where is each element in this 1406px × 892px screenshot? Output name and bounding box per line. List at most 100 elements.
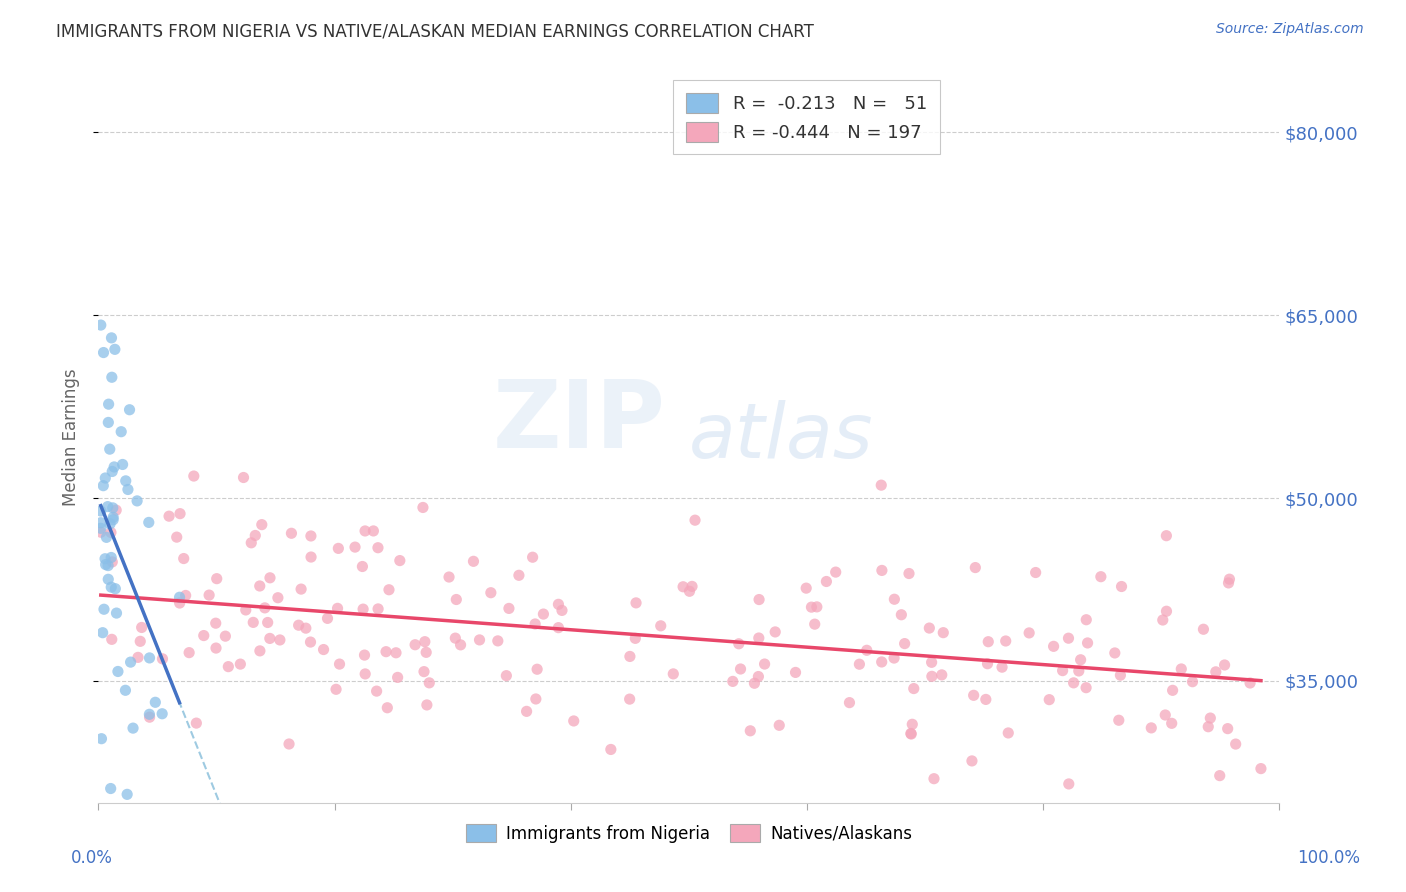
Point: [416, 698, 439, 712]
Point: [748, 631, 770, 645]
Point: [111, 811, 134, 825]
Point: [838, 696, 860, 710]
Point: [921, 669, 943, 683]
Point: [893, 637, 915, 651]
Point: [624, 632, 647, 646]
Point: [367, 541, 389, 555]
Point: [129, 634, 152, 648]
Point: [855, 643, 877, 657]
Point: [1140, 721, 1163, 735]
Point: [508, 568, 530, 582]
Point: [259, 571, 281, 585]
Point: [205, 572, 228, 586]
Point: [143, 695, 166, 709]
Point: [354, 524, 377, 538]
Point: [120, 655, 142, 669]
Point: [97, 397, 120, 411]
Point: [105, 503, 128, 517]
Point: [157, 509, 180, 524]
Point: [326, 601, 349, 615]
Point: [479, 585, 502, 599]
Point: [240, 536, 263, 550]
Point: [98, 442, 121, 457]
Point: [468, 632, 491, 647]
Point: [404, 638, 426, 652]
Point: [678, 584, 700, 599]
Point: [249, 644, 271, 658]
Point: [815, 574, 838, 589]
Point: [1225, 737, 1247, 751]
Point: [169, 507, 191, 521]
Point: [870, 655, 893, 669]
Point: [367, 602, 389, 616]
Point: [727, 637, 749, 651]
Point: [299, 635, 322, 649]
Point: [1077, 636, 1099, 650]
Point: [1052, 664, 1074, 678]
Point: [1152, 613, 1174, 627]
Point: [91, 478, 114, 492]
Point: [250, 517, 273, 532]
Point: [328, 657, 350, 672]
Point: [138, 707, 160, 722]
Point: [93, 602, 115, 616]
Point: [101, 465, 124, 479]
Point: [898, 566, 921, 581]
Point: [768, 718, 790, 732]
Point: [522, 550, 544, 565]
Point: [754, 657, 776, 671]
Point: [1063, 676, 1085, 690]
Point: [794, 581, 817, 595]
Point: [931, 668, 953, 682]
Point: [900, 727, 922, 741]
Text: 0.0%: 0.0%: [70, 849, 112, 867]
Point: [1156, 529, 1178, 543]
Point: [290, 582, 312, 596]
Point: [1250, 762, 1272, 776]
Point: [150, 706, 173, 721]
Point: [524, 617, 547, 632]
Point: [103, 459, 125, 474]
Point: [446, 592, 468, 607]
Point: [183, 469, 205, 483]
Point: [1074, 681, 1097, 695]
Text: 100.0%: 100.0%: [1298, 849, 1360, 867]
Point: [730, 662, 752, 676]
Point: [870, 563, 893, 577]
Point: [415, 645, 437, 659]
Point: [681, 579, 703, 593]
Point: [375, 645, 398, 659]
Point: [90, 516, 112, 530]
Point: [387, 670, 409, 684]
Point: [1213, 657, 1236, 672]
Point: [785, 665, 807, 680]
Point: [619, 649, 641, 664]
Point: [122, 721, 145, 735]
Text: ZIP: ZIP: [492, 376, 665, 468]
Point: [366, 684, 388, 698]
Point: [450, 638, 472, 652]
Point: [1216, 722, 1239, 736]
Text: IMMIGRANTS FROM NIGERIA VS NATIVE/ALASKAN MEDIAN EARNINGS CORRELATION CHART: IMMIGRANTS FROM NIGERIA VS NATIVE/ALASKA…: [56, 22, 814, 40]
Point: [256, 615, 278, 630]
Text: atlas: atlas: [689, 401, 873, 474]
Point: [1042, 640, 1064, 654]
Point: [138, 651, 160, 665]
Point: [1239, 676, 1261, 690]
Point: [100, 632, 122, 647]
Point: [96, 530, 118, 544]
Point: [101, 513, 124, 527]
Point: [253, 600, 276, 615]
Point: [104, 343, 127, 357]
Point: [1057, 631, 1080, 645]
Point: [100, 550, 122, 565]
Point: [97, 558, 120, 573]
Point: [747, 669, 769, 683]
Point: [883, 651, 905, 665]
Point: [763, 624, 786, 639]
Point: [1067, 664, 1090, 678]
Point: [214, 629, 236, 643]
Point: [486, 633, 509, 648]
Point: [90, 504, 112, 518]
Point: [547, 597, 569, 611]
